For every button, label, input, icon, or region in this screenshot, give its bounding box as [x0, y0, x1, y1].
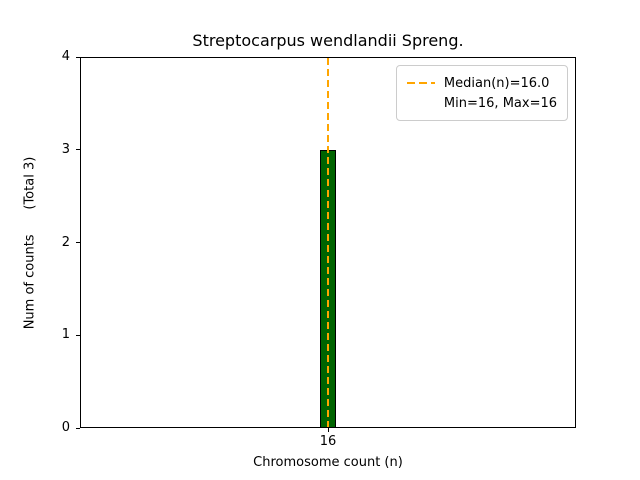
- legend-spacer: [407, 102, 435, 104]
- x-tick-label: 16: [319, 434, 337, 449]
- y-tick-mark: [76, 428, 80, 429]
- y-tick-mark: [76, 242, 80, 243]
- y-tick-label: 3: [61, 142, 70, 157]
- legend-minmax-label: Min=16, Max=16: [443, 95, 557, 111]
- x-axis-label: Chromosome count (n): [253, 455, 403, 470]
- legend-entry-minmax: Min=16, Max=16: [407, 93, 557, 113]
- median-line: [327, 58, 329, 427]
- y-tick-label: 4: [61, 49, 70, 64]
- y-tick-mark: [76, 335, 80, 336]
- y-tick-label: 1: [61, 327, 70, 342]
- plot-area: Median(n)=16.0 Min=16, Max=16: [80, 57, 576, 428]
- x-tick-mark: [328, 428, 329, 432]
- legend-entry-median: Median(n)=16.0: [406, 73, 557, 93]
- y-tick-mark: [76, 149, 80, 150]
- legend-median-label: Median(n)=16.0: [443, 75, 550, 91]
- chart-title: Streptocarpus wendlandii Spreng.: [192, 31, 464, 50]
- y-tick-label: 2: [61, 235, 70, 250]
- legend: Median(n)=16.0 Min=16, Max=16: [395, 65, 568, 121]
- y-axis-label: Num of counts (Total 3): [22, 156, 38, 330]
- y-tick-mark: [76, 57, 80, 58]
- median-dashed-line-icon: [406, 82, 435, 84]
- y-tick-label: 0: [61, 420, 70, 435]
